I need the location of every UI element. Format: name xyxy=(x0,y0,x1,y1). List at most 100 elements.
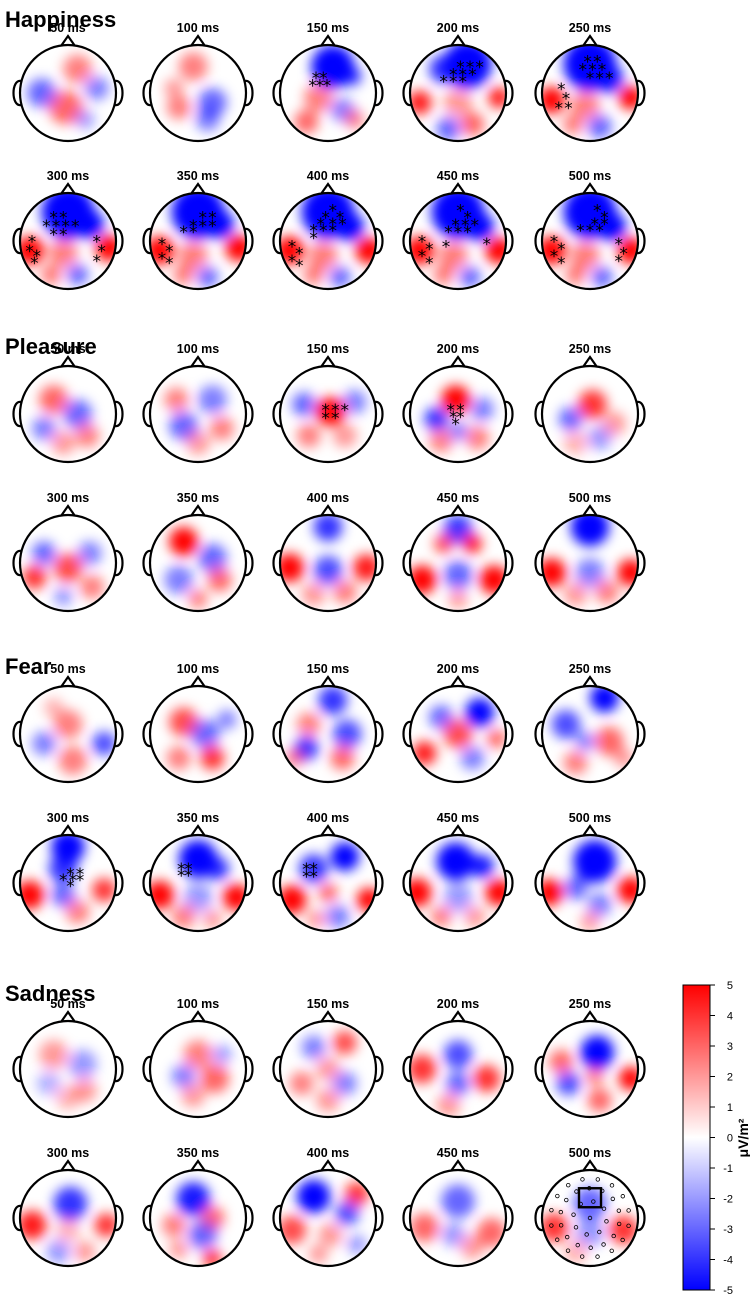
significance-asterisk: * xyxy=(598,61,607,81)
right-ear xyxy=(374,1204,384,1232)
significance-asterisk: * xyxy=(444,223,453,243)
time-label: 200 ms xyxy=(437,662,479,676)
electrode-marker xyxy=(609,1248,614,1254)
nose xyxy=(582,675,598,688)
head-outline xyxy=(278,43,378,143)
right-ear xyxy=(374,1055,384,1083)
negative-potential-region xyxy=(171,1064,196,1089)
significance-asterisk: * xyxy=(442,237,451,257)
significance-asterisk: * xyxy=(329,215,338,235)
positive-potential-region xyxy=(51,430,76,455)
time-label: 300 ms xyxy=(47,169,89,183)
colorbar-tick-label: 2 xyxy=(727,1072,733,1084)
significance-asterisk: * xyxy=(329,201,338,221)
topomap xyxy=(272,1010,384,1119)
electrode-marker xyxy=(566,1182,571,1188)
left-ear xyxy=(534,1055,544,1083)
significance-asterisk: * xyxy=(93,252,102,272)
significance-asterisk: * xyxy=(456,408,465,428)
significance-asterisk: * xyxy=(329,222,338,242)
head-outline xyxy=(278,364,378,464)
topomap xyxy=(142,675,254,784)
significance-asterisk: * xyxy=(199,209,208,229)
significance-asterisk: * xyxy=(288,237,297,257)
negative-potential-region xyxy=(63,399,92,429)
electrode-marker xyxy=(584,1232,589,1237)
negative-potential-region xyxy=(551,710,581,739)
negative-potential-region xyxy=(205,209,234,239)
significance-asterisk: * xyxy=(557,80,566,100)
right-ear xyxy=(244,869,254,897)
left-ear xyxy=(272,869,282,897)
positive-potential-region xyxy=(549,1049,574,1074)
left-ear xyxy=(402,549,412,577)
negative-potential-region xyxy=(198,543,227,573)
electrode-marker xyxy=(591,1199,596,1204)
positive-potential-region xyxy=(166,746,191,770)
negative-potential-region xyxy=(325,904,350,929)
significance-asterisk: * xyxy=(309,229,318,249)
positive-potential-region xyxy=(587,1088,612,1113)
negative-potential-region xyxy=(587,426,612,450)
scalp-map xyxy=(542,686,638,782)
nose xyxy=(450,355,466,368)
topomap xyxy=(142,1010,254,1119)
negative-potential-region xyxy=(443,1040,473,1069)
significance-asterisk: * xyxy=(449,73,458,93)
negative-potential-region xyxy=(342,390,367,414)
time-label: 450 ms xyxy=(437,1146,479,1160)
significance-asterisk: * xyxy=(615,235,624,255)
head-outline xyxy=(148,1168,248,1268)
right-ear xyxy=(636,869,646,897)
left-ear xyxy=(12,1204,22,1232)
left-ear xyxy=(12,79,22,107)
positive-potential-region xyxy=(166,95,191,120)
negative-potential-region xyxy=(217,710,237,730)
positive-potential-region xyxy=(173,264,195,286)
positive-potential-region xyxy=(580,911,600,931)
electrode-marker xyxy=(601,1242,606,1247)
head-outline xyxy=(18,833,118,933)
negative-potential-region xyxy=(176,1182,210,1216)
significance-asterisk: * xyxy=(184,866,193,886)
positive-potential-region xyxy=(430,906,452,928)
negative-potential-region xyxy=(570,515,610,547)
negative-potential-region xyxy=(342,66,362,86)
significance-asterisk: * xyxy=(451,415,460,435)
topomap xyxy=(534,1010,646,1119)
positive-potential-region xyxy=(316,1088,340,1113)
electrode-marker xyxy=(597,1229,602,1235)
head-outline xyxy=(408,1168,508,1268)
time-label: 450 ms xyxy=(437,491,479,505)
positive-potential-region xyxy=(410,878,432,908)
significance-asterisk: * xyxy=(66,865,75,885)
electrode-marker xyxy=(565,1248,571,1253)
nose xyxy=(320,182,336,195)
significance-asterisk: * xyxy=(319,222,328,242)
colorbar-tick-label: 0 xyxy=(727,1133,733,1145)
negative-potential-region xyxy=(51,883,76,907)
significance-asterisk: * xyxy=(49,209,58,229)
negative-potential-region xyxy=(205,856,230,881)
nose xyxy=(582,824,598,837)
head-outline xyxy=(18,513,118,613)
positive-potential-region xyxy=(570,241,600,270)
significance-asterisk: * xyxy=(336,209,345,229)
head-outline xyxy=(408,513,508,613)
positive-potential-region xyxy=(594,579,619,604)
electrode-marker xyxy=(579,1254,585,1259)
electrode-marker xyxy=(571,1212,576,1217)
right-ear xyxy=(374,227,384,255)
right-ear xyxy=(244,549,254,577)
significance-asterisk: * xyxy=(165,254,174,274)
left-ear xyxy=(402,720,412,748)
left-ear xyxy=(402,869,412,897)
significance-asterisk: * xyxy=(42,217,51,237)
significance-asterisk: * xyxy=(555,99,564,119)
positive-potential-region xyxy=(410,1213,439,1242)
left-ear xyxy=(142,79,152,107)
colorbar-tick-label: -4 xyxy=(723,1255,733,1267)
positive-potential-region xyxy=(352,554,376,582)
